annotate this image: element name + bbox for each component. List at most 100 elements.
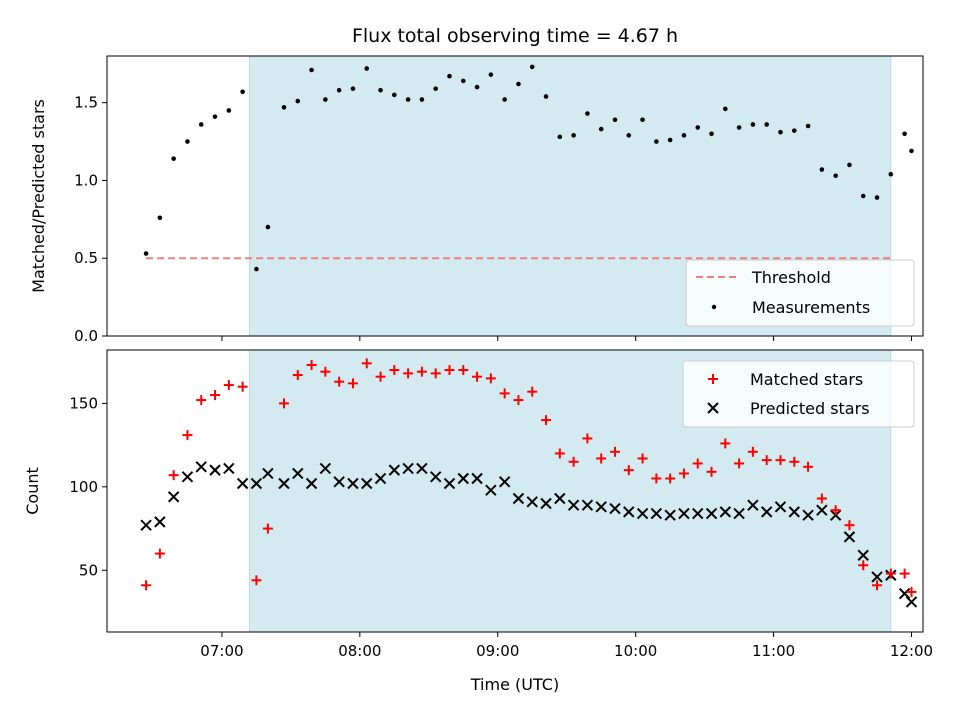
bottom-legend: Matched stars Predicted stars [682, 360, 915, 428]
matched-star-point [237, 381, 248, 392]
bottom-plot-frame [106, 349, 924, 633]
legend-measurements-swatch [711, 304, 717, 310]
y-tick-label: 1.0 [74, 171, 98, 189]
predicted-star-point [733, 507, 745, 520]
measurement-point [764, 122, 769, 127]
predicted-star-point [471, 472, 483, 485]
measurement-point [281, 105, 287, 110]
measurement-point [240, 89, 245, 95]
predicted-star-point [609, 502, 621, 515]
top-legend: Threshold Measurements [685, 259, 915, 327]
matched-star-point [885, 568, 896, 579]
matched-star-point [609, 446, 620, 457]
measurement-point [143, 251, 149, 256]
matched-star-point [623, 465, 634, 476]
predicted-star-point [705, 507, 718, 520]
predicted-star-point [857, 549, 869, 561]
measurement-point [543, 94, 549, 99]
predicted-star-point [843, 531, 856, 543]
measurement-point [860, 193, 866, 199]
measurement-point [819, 167, 825, 172]
predicted-star-point [223, 462, 235, 475]
matched-star-point [596, 453, 607, 464]
predicted-star-point [457, 472, 469, 485]
measurement-point [833, 173, 838, 179]
measurement-point [309, 67, 314, 73]
matched-star-point [320, 366, 331, 377]
predicted-star-point [650, 507, 663, 520]
top-plot-frame [106, 55, 924, 337]
measurement-point [909, 148, 914, 154]
predicted-star-point [636, 507, 649, 520]
matched-star-point [665, 473, 676, 484]
measurement-point [736, 125, 742, 130]
counts-layer [140, 358, 918, 608]
legend-predicted-label: Predicted stars [750, 399, 870, 418]
matched-star-point [262, 523, 273, 534]
predicted-star-point [292, 467, 304, 480]
matched-star-point [210, 390, 221, 401]
measurement-point [874, 195, 880, 200]
predicted-star-point [278, 477, 290, 490]
matched-star-point [830, 505, 841, 516]
matched-star-point [651, 473, 662, 484]
bottom-legend-box [682, 360, 915, 428]
predicted-star-point [416, 462, 428, 475]
measurement-point [323, 97, 328, 102]
measurement-point [419, 97, 425, 102]
measurement-point [433, 86, 438, 91]
matched-star-point [416, 366, 427, 377]
predicted-star-point [167, 491, 180, 503]
predicted-star-point [361, 477, 373, 490]
matched-star-point [637, 453, 648, 464]
matched-star-point [499, 388, 510, 399]
predicted-star-point [678, 507, 690, 520]
matched-star-point [141, 580, 152, 591]
predicted-star-point [526, 496, 538, 508]
predicted-star-point [540, 497, 552, 510]
measurement-point [847, 162, 852, 168]
matched-star-point [154, 548, 165, 559]
predicted-star-point [871, 571, 883, 583]
predicted-star-point [195, 461, 207, 473]
matched-star-point [803, 461, 814, 472]
measurement-point [902, 131, 907, 137]
matched-star-point [513, 395, 524, 406]
predicted-star-point [402, 462, 414, 475]
predicted-star-point [262, 467, 274, 480]
predicted-star-point [498, 476, 511, 488]
matched-star-point [403, 368, 414, 379]
matched-star-point [182, 430, 193, 441]
predicted-star-point [816, 504, 828, 516]
measurement-point [460, 78, 466, 84]
predicted-star-point [319, 462, 332, 475]
matched-star-point [223, 380, 234, 391]
predicted-star-point [747, 499, 759, 511]
matched-star-point [389, 365, 400, 376]
measurements-layer [143, 64, 914, 272]
predicted-star-point [485, 484, 497, 496]
predicted-star-point [829, 509, 842, 521]
predicted-star-point [692, 507, 704, 520]
predicted-star-point [374, 472, 387, 485]
matched-star-point [306, 360, 317, 371]
predicted-star-point [512, 492, 525, 505]
predicted-star-point [347, 477, 359, 490]
matched-star-point [292, 370, 303, 381]
top-y-axis-label: Matched/Predicted stars [29, 99, 48, 293]
matched-star-point [816, 493, 827, 504]
measurement-point [474, 84, 480, 90]
x-tick-label: 08:00 [338, 642, 381, 660]
matched-star-point [541, 415, 552, 426]
legend-matched-swatch [708, 374, 718, 384]
measurement-point [226, 108, 232, 113]
measurement-point [695, 125, 701, 130]
matched-star-point [527, 386, 538, 397]
legend-threshold-label: Threshold [751, 268, 831, 287]
measurement-point [378, 87, 383, 93]
predicted-star-point [760, 506, 773, 518]
legend-predicted-swatch [707, 402, 719, 414]
matched-star-point [906, 586, 917, 597]
predicted-star-point [429, 471, 442, 483]
measurement-point [405, 97, 411, 102]
